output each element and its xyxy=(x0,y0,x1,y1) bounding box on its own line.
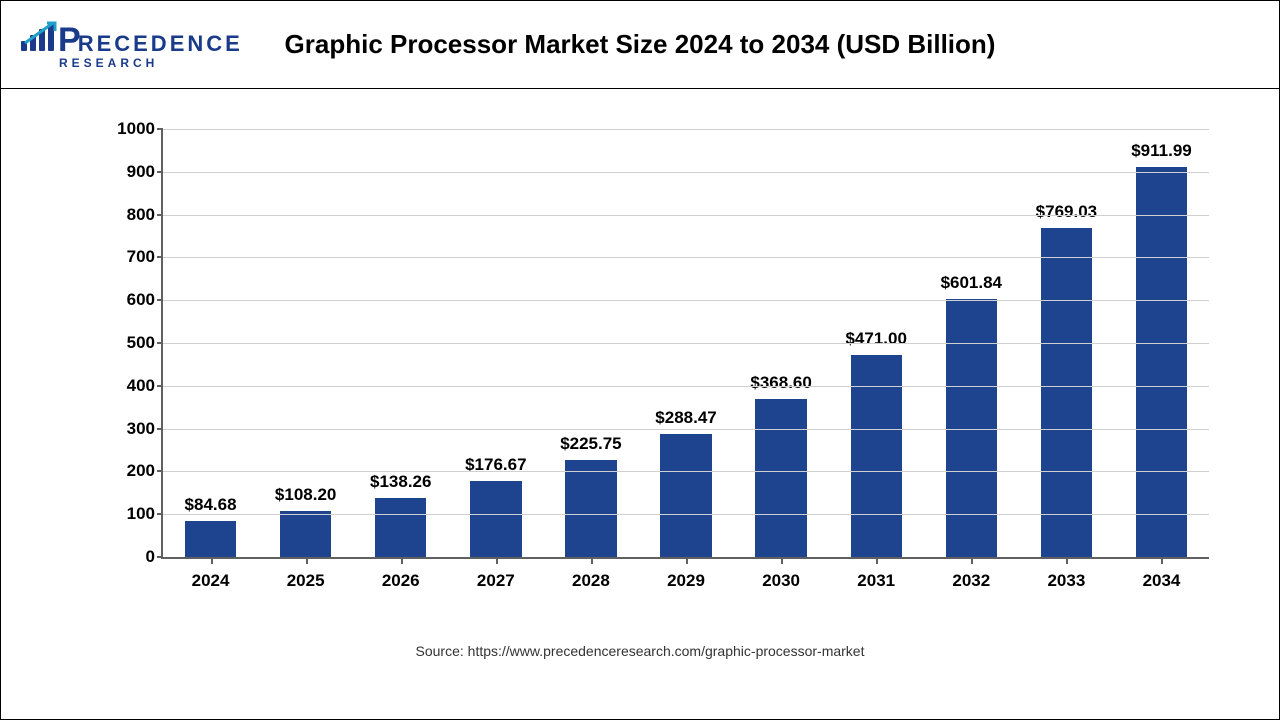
x-tick-mark xyxy=(1161,557,1163,564)
bar-value-label: $176.67 xyxy=(465,455,526,475)
x-tick-mark xyxy=(1066,557,1068,564)
y-tick-label: 0 xyxy=(105,547,155,567)
x-tick-mark xyxy=(781,557,783,564)
y-tick-mark xyxy=(157,470,163,472)
x-tick-mark xyxy=(306,557,308,564)
y-tick-mark xyxy=(157,428,163,430)
bar-value-label: $368.60 xyxy=(750,373,811,393)
y-tick-mark xyxy=(157,513,163,515)
y-tick-label: 200 xyxy=(105,461,155,481)
bar-value-label: $108.20 xyxy=(275,485,336,505)
bar-value-label: $911.99 xyxy=(1131,141,1192,161)
bar-rect xyxy=(470,481,521,557)
logo-text: RECEDENCE xyxy=(78,31,243,57)
y-tick-label: 600 xyxy=(105,290,155,310)
x-tick-label: 2034 xyxy=(1143,571,1181,591)
bar-value-label: $225.75 xyxy=(560,434,621,454)
bar-rect xyxy=(185,521,236,557)
x-tick-label: 2025 xyxy=(287,571,325,591)
y-tick-label: 400 xyxy=(105,376,155,396)
y-tick-mark xyxy=(157,342,163,344)
y-tick-mark xyxy=(157,299,163,301)
y-tick-label: 300 xyxy=(105,419,155,439)
y-tick-label: 500 xyxy=(105,333,155,353)
y-tick-label: 1000 xyxy=(105,119,155,139)
bar-rect xyxy=(280,511,331,557)
bar-rect xyxy=(1136,167,1187,557)
bar-value-label: $769.03 xyxy=(1036,202,1097,222)
x-tick-mark xyxy=(591,557,593,564)
x-tick-label: 2032 xyxy=(952,571,990,591)
y-tick-mark xyxy=(157,171,163,173)
x-tick-mark xyxy=(211,557,213,564)
gridline xyxy=(163,429,1209,430)
y-tick-label: 800 xyxy=(105,205,155,225)
y-tick-mark xyxy=(157,256,163,258)
logo-subtext: RESEARCH xyxy=(21,56,243,70)
y-tick-mark xyxy=(157,128,163,130)
x-tick-label: 2029 xyxy=(667,571,705,591)
bar-rect xyxy=(565,460,616,557)
chart-plot-wrap: $84.68 2024 $108.20 2025 $138.26 2026 $176.67 2… xyxy=(61,129,1219,619)
y-tick-mark xyxy=(157,556,163,558)
bar-value-label: $84.68 xyxy=(185,495,237,515)
bar-rect xyxy=(375,498,426,557)
source-text: Source: https://www.precedenceresearch.c… xyxy=(61,643,1219,659)
logo: P RECEDENCE RESEARCH xyxy=(21,19,243,70)
bar-rect xyxy=(1041,228,1092,557)
gridline xyxy=(163,514,1209,515)
y-tick-label: 100 xyxy=(105,504,155,524)
header: P RECEDENCE RESEARCH Graphic Processor M… xyxy=(1,1,1279,89)
y-tick-mark xyxy=(157,385,163,387)
x-tick-mark xyxy=(401,557,403,564)
x-tick-mark xyxy=(496,557,498,564)
x-tick-mark xyxy=(971,557,973,564)
bar-rect xyxy=(755,399,806,557)
x-tick-label: 2033 xyxy=(1047,571,1085,591)
gridline xyxy=(163,257,1209,258)
gridline xyxy=(163,172,1209,173)
x-tick-label: 2027 xyxy=(477,571,515,591)
bar-value-label: $288.47 xyxy=(655,408,716,428)
gridline xyxy=(163,129,1209,130)
x-tick-label: 2026 xyxy=(382,571,420,591)
y-tick-label: 700 xyxy=(105,247,155,267)
gridline xyxy=(163,215,1209,216)
chart-container: $84.68 2024 $108.20 2025 $138.26 2026 $176.67 2… xyxy=(1,89,1279,669)
logo-main-row: P RECEDENCE xyxy=(21,19,243,60)
x-tick-label: 2031 xyxy=(857,571,895,591)
gridline xyxy=(163,471,1209,472)
gridline xyxy=(163,343,1209,344)
logo-bars-icon xyxy=(21,19,54,51)
bar-value-label: $471.00 xyxy=(845,329,906,349)
logo-arrow-icon xyxy=(23,21,59,45)
bar-rect xyxy=(660,434,711,557)
x-tick-label: 2024 xyxy=(192,571,230,591)
plot-area: $84.682024$108.202025$138.262026$176.672… xyxy=(161,129,1209,559)
y-tick-label: 900 xyxy=(105,162,155,182)
gridline xyxy=(163,386,1209,387)
bar-value-label: $138.26 xyxy=(370,472,431,492)
logo-letter-p: P xyxy=(58,21,80,60)
bar-value-label: $601.84 xyxy=(941,273,1002,293)
gridline xyxy=(163,300,1209,301)
y-tick-mark xyxy=(157,214,163,216)
x-tick-label: 2028 xyxy=(572,571,610,591)
x-tick-mark xyxy=(876,557,878,564)
x-tick-label: 2030 xyxy=(762,571,800,591)
x-tick-mark xyxy=(686,557,688,564)
